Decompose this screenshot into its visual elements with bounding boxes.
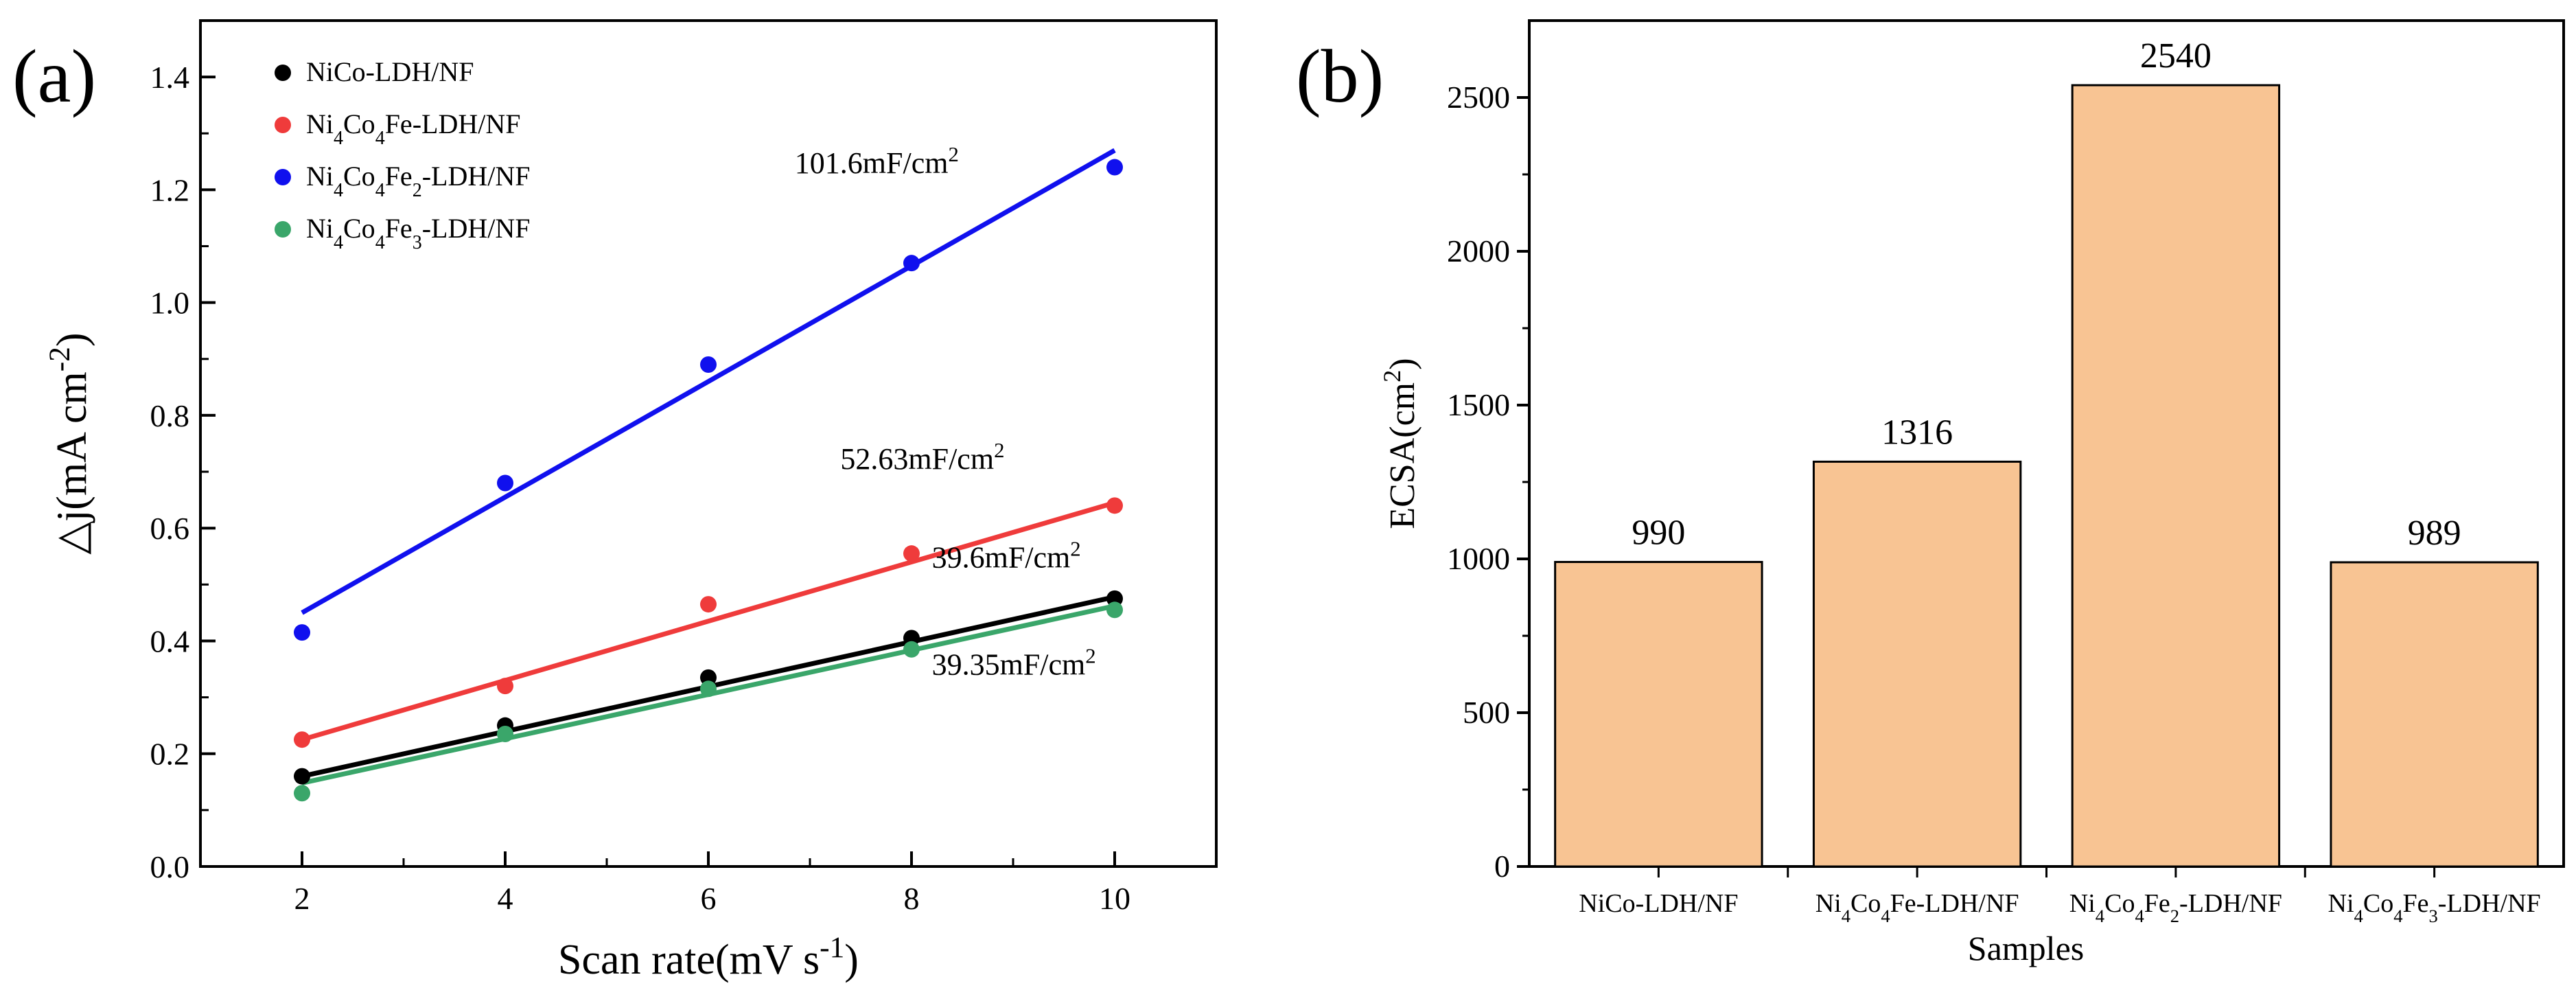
y-tick-label: 1500 — [1447, 387, 1510, 422]
panel-b-x-axis: NiCo-LDH/NF Ni4Co4Fe-LDH/NF Ni4Co4Fe2-LDH/… — [1579, 866, 2541, 926]
slope-annotation: 101.6mF/cm2 — [795, 143, 959, 180]
legend-label: Ni4Co4Fe-LDH/NF — [306, 108, 520, 149]
panel-b-bars — [1554, 84, 2539, 868]
panel-a-x-axis-title: Scan rate(mV s-1) — [558, 931, 859, 983]
legend-label: Ni4Co4Fe3-LDH/NF — [306, 213, 530, 253]
legend-label: Ni4Co4Fe2-LDH/NF — [306, 161, 530, 201]
panel-a-data-points — [294, 159, 1123, 802]
bar — [2330, 561, 2539, 868]
y-tick-label: 0.6 — [150, 511, 190, 546]
slope-annotation: 39.35mF/cm2 — [932, 645, 1096, 682]
data-point — [497, 474, 513, 492]
y-tick-label: 0.4 — [150, 623, 190, 658]
data-point — [497, 678, 513, 695]
panel-a-label: (a) — [12, 34, 96, 118]
panel-b-bar-chart: 0 500 1000 1500 2000 2500 NiCo-LDH/NF Ni4Co4Fe… — [1296, 19, 2565, 967]
x-tick-label: 4 — [498, 881, 513, 916]
panel-b-data-labels: 990 1316 2540 989 — [1632, 36, 2461, 553]
bar-data-label: 2540 — [2140, 36, 2212, 76]
bar — [1554, 560, 1763, 868]
data-point — [1106, 159, 1123, 176]
category-label: NiCo-LDH/NF — [1579, 889, 1738, 918]
data-point — [1106, 590, 1123, 607]
y-tick-label: 0.2 — [150, 737, 190, 772]
data-point — [700, 356, 717, 374]
data-point — [700, 680, 717, 698]
legend-marker — [275, 117, 291, 133]
panel-a-slope-annotations: 39.6mF/cm2 52.63mF/cm2 101.6mF/cm2 39.35mF/… — [795, 143, 1096, 682]
legend-label: NiCo-LDH/NF — [306, 56, 474, 87]
legend-marker — [275, 221, 291, 238]
x-tick-label: 6 — [701, 881, 717, 916]
data-point — [294, 624, 310, 641]
data-point — [700, 596, 717, 613]
x-tick-label: 10 — [1099, 881, 1130, 916]
panel-a-plot-frame — [199, 19, 1218, 868]
data-point — [903, 630, 920, 647]
panel-b-x-axis-title: Samples — [1968, 929, 2084, 967]
y-tick-label: 2000 — [1447, 233, 1510, 268]
y-tick-label: 1000 — [1447, 541, 1510, 576]
y-tick-label: 0.0 — [150, 849, 190, 884]
bar-data-label: 1316 — [1881, 413, 1953, 452]
fit-line — [301, 500, 1115, 742]
data-point — [1106, 601, 1123, 619]
panel-a-x-axis: 2 4 6 8 10 — [199, 851, 1218, 916]
y-tick-label: 1.2 — [150, 172, 190, 207]
slope-annotation: 39.6mF/cm2 — [932, 538, 1081, 575]
panel-a-legend: NiCo-LDH/NF Ni4Co4Fe-LDH/NF Ni4Co4Fe2-LDH/… — [275, 56, 530, 253]
y-tick-label: 0.8 — [150, 398, 190, 433]
category-label: Ni4Co4Fe2-LDH/NF — [2069, 889, 2282, 926]
panel-a-y-axis: 0.0 0.2 0.4 0.6 0.8 1.0 1.2 1.4 — [150, 19, 216, 884]
data-point — [294, 731, 310, 748]
data-point — [294, 785, 310, 802]
fit-line — [301, 148, 1116, 615]
category-label: Ni4Co4Fe3-LDH/NF — [2328, 889, 2541, 926]
y-tick-label: 1.0 — [150, 286, 190, 321]
y-tick-label: 0 — [1494, 849, 1510, 884]
bar — [2071, 84, 2281, 868]
y-tick-label: 1.4 — [150, 60, 190, 95]
data-point — [903, 545, 920, 562]
panel-a-y-axis-title: △j(mA cm-2) — [43, 332, 95, 554]
x-tick-label: 8 — [904, 881, 920, 916]
x-tick-label: 2 — [294, 881, 310, 916]
data-point — [294, 768, 310, 785]
slope-annotation: 52.63mF/cm2 — [840, 439, 1004, 476]
data-point — [1106, 497, 1123, 514]
bar — [1812, 460, 2022, 868]
category-label: Ni4Co4Fe-LDH/NF — [1815, 889, 2019, 926]
y-tick-label: 2500 — [1447, 80, 1510, 115]
panel-b-y-axis: 0 500 1000 1500 2000 2500 — [1447, 80, 1529, 884]
panel-b-label: (b) — [1296, 34, 1384, 118]
legend-marker — [275, 65, 291, 81]
panel-a-scatter-chart: 2 4 6 8 10 0.0 0.2 0.4 0.6 0.8 1.0 1.2 1.4 39.6mF/c… — [12, 19, 1218, 983]
legend-marker — [275, 169, 291, 185]
data-point — [903, 255, 920, 272]
bar-data-label: 990 — [1632, 513, 1685, 552]
panel-b-y-axis-title: ECSA(cm2) — [1378, 358, 1422, 529]
data-point — [497, 725, 513, 742]
data-point — [903, 641, 920, 658]
data-point — [700, 669, 717, 686]
y-tick-label: 500 — [1463, 695, 1510, 730]
bar-data-label: 989 — [2408, 514, 2461, 553]
